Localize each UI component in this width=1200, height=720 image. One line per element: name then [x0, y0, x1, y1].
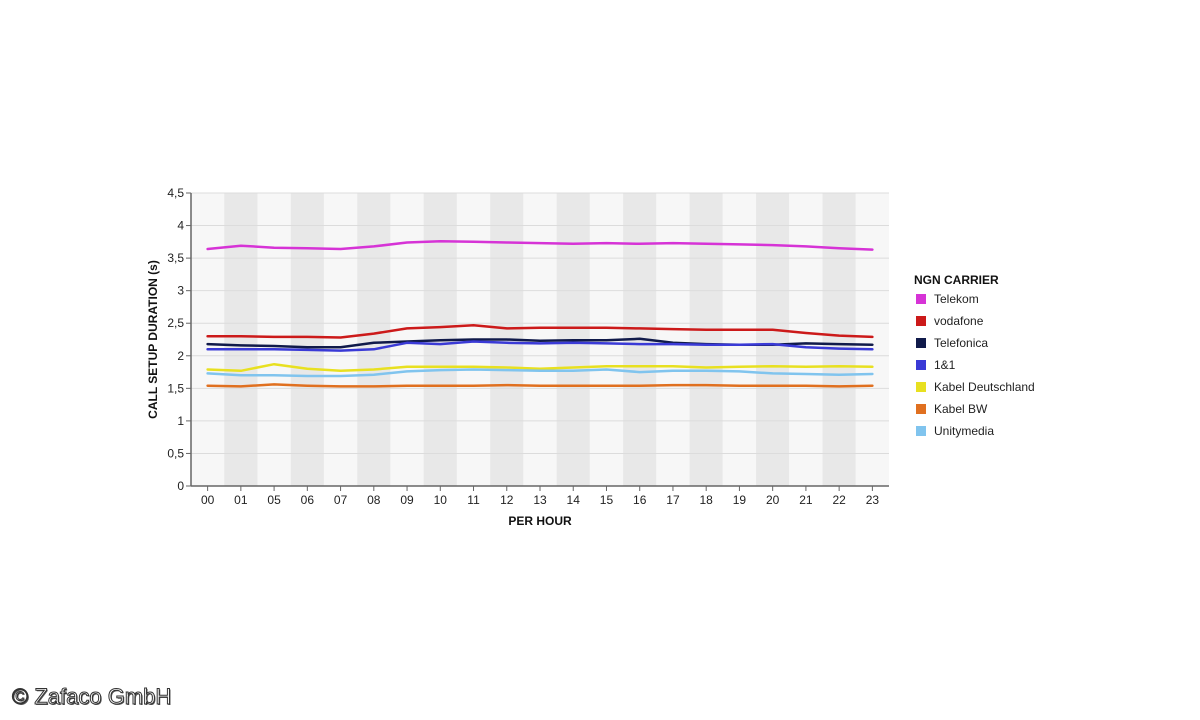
x-tick-label: 21 [799, 493, 813, 507]
legend-label: 1&1 [934, 358, 956, 372]
y-tick-label: 3,5 [167, 251, 184, 265]
plot-band [224, 193, 258, 486]
plot-band [357, 193, 391, 486]
series-line-kabel-bw [206, 383, 874, 388]
y-axis-title: CALL SETUP DURATION (s) [146, 260, 160, 419]
plot-band [756, 193, 790, 486]
legend-label: Unitymedia [934, 424, 994, 438]
legend-swatch [916, 294, 926, 304]
x-tick-label: 09 [400, 493, 414, 507]
x-tick-label: 08 [367, 493, 381, 507]
x-tick-label: 01 [234, 493, 248, 507]
x-tick-label: 14 [567, 493, 581, 507]
plot-band [191, 193, 225, 486]
y-tick-label: 0 [177, 479, 184, 493]
series-line-telekom [206, 239, 874, 251]
plot-band [689, 193, 723, 486]
y-tick-label: 2,5 [167, 316, 184, 330]
y-tick-label: 1 [177, 414, 184, 428]
x-tick-label: 18 [700, 493, 714, 507]
x-axis-title: PER HOUR [508, 514, 572, 528]
plot-background-bands [191, 193, 889, 486]
y-tick-label: 4 [177, 219, 184, 233]
x-tick-label: 19 [733, 493, 747, 507]
x-tick-label: 07 [334, 493, 348, 507]
legend-label: Telefonica [934, 336, 988, 350]
x-tick-label: 00 [201, 493, 215, 507]
y-tick-label: 3 [177, 284, 184, 298]
copyright-watermark: © Zafaco GmbH [11, 684, 172, 710]
x-tick-label: 13 [533, 493, 547, 507]
legend-swatch [916, 316, 926, 326]
plot-band [257, 193, 291, 486]
legend-label: Kabel BW [934, 402, 988, 416]
legend-swatch [916, 426, 926, 436]
y-tick-label: 1,5 [167, 381, 184, 395]
y-tick-label: 2 [177, 349, 184, 363]
x-tick-label: 05 [267, 493, 281, 507]
plot-band [789, 193, 823, 486]
legend-label: Telekom [934, 292, 979, 306]
plot-band [290, 193, 324, 486]
x-tick-label: 23 [866, 493, 880, 507]
series-lines [206, 239, 874, 388]
legend-swatch [916, 360, 926, 370]
legend-swatch [916, 404, 926, 414]
plot-band [855, 193, 889, 486]
series-line-vodafone [206, 323, 874, 339]
legend-label: Kabel Deutschland [934, 380, 1035, 394]
x-tick-label: 10 [434, 493, 448, 507]
x-tick-label: 20 [766, 493, 780, 507]
x-tick-label: 22 [832, 493, 846, 507]
x-tick-label: 16 [633, 493, 647, 507]
x-tick-label: 15 [600, 493, 614, 507]
x-tick-label: 17 [666, 493, 680, 507]
y-tick-label: 4,5 [167, 186, 184, 200]
legend-swatch [916, 382, 926, 392]
plot-band [722, 193, 757, 486]
legend-items: Telekom vodafone Telefonica 1&1 Kabel Deutsc… [916, 292, 1035, 438]
x-axis-ticks: 00 01 05 06 07 08 09 10 11 12 13 14 15 16 17 18 19 20 21 22… [201, 486, 879, 507]
plot-band [656, 193, 690, 486]
y-axis-ticks: 0 0,5 1 1,5 2 2,5 3 3,5 4 4,5 [167, 186, 191, 493]
x-tick-label: 11 [467, 493, 480, 507]
legend-title: NGN CARRIER [914, 273, 999, 287]
series-line-1-1 [206, 340, 874, 352]
plot-band [323, 193, 358, 486]
y-tick-label: 0,5 [167, 446, 184, 460]
plot-band [822, 193, 856, 486]
legend-swatch [916, 338, 926, 348]
series-line-kabel-deutschland [206, 362, 874, 373]
plot-band [390, 193, 424, 486]
series-line-unitymedia [206, 368, 874, 378]
x-tick-label: 06 [301, 493, 315, 507]
legend-label: vodafone [934, 314, 984, 328]
legend: NGN CARRIER Telekom vodafone Telefonica 1&1… [914, 273, 1035, 438]
x-tick-label: 12 [500, 493, 514, 507]
